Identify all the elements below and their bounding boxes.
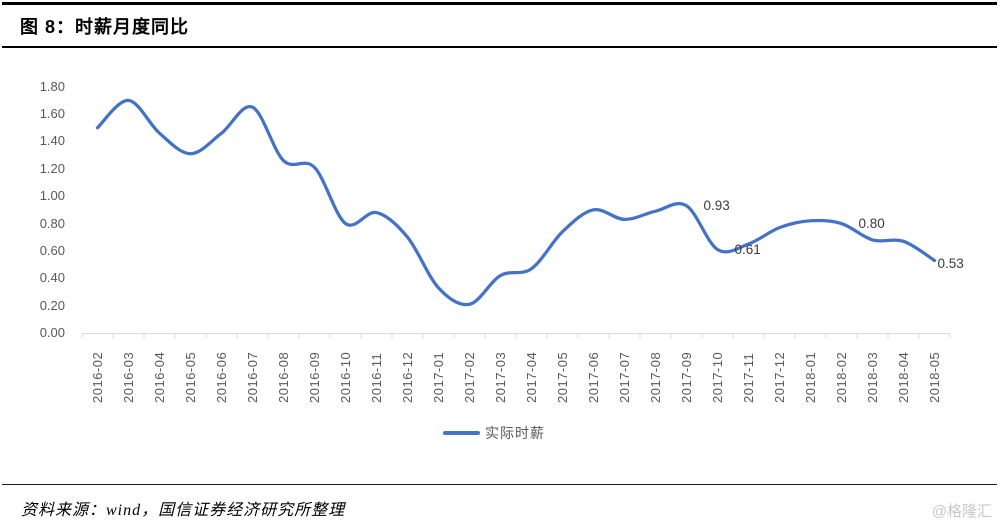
y-axis-label: 0.20 bbox=[39, 297, 65, 313]
x-axis-label: 2018-03 bbox=[865, 351, 880, 403]
x-axis-label: 2017-04 bbox=[524, 351, 539, 403]
watermark: @格隆汇 bbox=[931, 503, 992, 520]
x-axis-label: 2017-10 bbox=[710, 351, 725, 403]
x-axis-label: 2018-04 bbox=[896, 351, 911, 403]
legend-line-swatch bbox=[443, 431, 480, 435]
x-axis-label: 2017-06 bbox=[586, 351, 601, 403]
data-label: 0.61 bbox=[734, 241, 761, 257]
x-axis-label: 2016-08 bbox=[276, 351, 291, 403]
y-axis-label: 0.80 bbox=[39, 215, 65, 231]
y-axis-label: 1.00 bbox=[39, 188, 65, 204]
x-axis-label: 2016-04 bbox=[152, 351, 167, 403]
x-axis-label: 2017-12 bbox=[772, 351, 787, 403]
top-divider bbox=[2, 2, 997, 5]
x-axis-label: 2016-12 bbox=[400, 351, 415, 403]
x-axis-label: 2017-09 bbox=[679, 351, 694, 403]
data-label: 0.93 bbox=[703, 197, 730, 213]
x-axis-label: 2016-11 bbox=[369, 352, 384, 403]
title-divider bbox=[2, 46, 997, 48]
x-axis-label: 2017-11 bbox=[741, 352, 756, 403]
x-axis-label: 2016-03 bbox=[121, 351, 136, 403]
legend: 实际时薪 bbox=[443, 423, 545, 443]
x-axis-label: 2016-02 bbox=[90, 351, 105, 403]
x-axis-label: 2017-02 bbox=[462, 351, 477, 403]
data-label: 0.80 bbox=[858, 215, 885, 231]
x-axis-label: 2018-02 bbox=[834, 351, 849, 403]
y-axis-label: 1.80 bbox=[39, 78, 65, 94]
x-axis-label: 2016-06 bbox=[214, 351, 229, 403]
x-axis-label: 2016-09 bbox=[307, 351, 322, 403]
series-line bbox=[95, 98, 937, 307]
x-axis-label: 2017-08 bbox=[648, 351, 663, 403]
figure-title: 图 8：时薪月度同比 bbox=[20, 17, 190, 37]
y-axis-label: 0.40 bbox=[39, 270, 65, 286]
x-axis bbox=[81, 333, 951, 339]
x-axis-label: 2018-05 bbox=[927, 351, 942, 403]
x-axis-label: 2018-01 bbox=[803, 351, 818, 403]
x-axis-label: 2016-05 bbox=[183, 351, 198, 403]
x-axis-label: 2017-07 bbox=[617, 351, 632, 403]
y-axis-label: 1.40 bbox=[39, 133, 65, 149]
footer-divider bbox=[2, 484, 997, 486]
chart-svg bbox=[81, 98, 951, 339]
source-note: 资料来源：wind，国信证券经济研究所整理 bbox=[21, 502, 346, 519]
legend-label: 实际时薪 bbox=[485, 425, 545, 441]
x-axis-label: 2016-07 bbox=[245, 351, 260, 403]
data-label: 0.53 bbox=[937, 256, 964, 272]
y-axis-label: 0.60 bbox=[39, 242, 65, 258]
y-axis-label: 1.20 bbox=[39, 160, 65, 176]
x-axis-label: 2017-01 bbox=[431, 351, 446, 403]
y-axis-label: 1.60 bbox=[39, 106, 65, 122]
x-axis-label: 2017-05 bbox=[555, 351, 570, 403]
y-axis-label: 0.00 bbox=[39, 325, 65, 340]
x-axis-label: 2017-03 bbox=[493, 351, 508, 403]
x-axis-label: 2016-10 bbox=[338, 351, 353, 403]
